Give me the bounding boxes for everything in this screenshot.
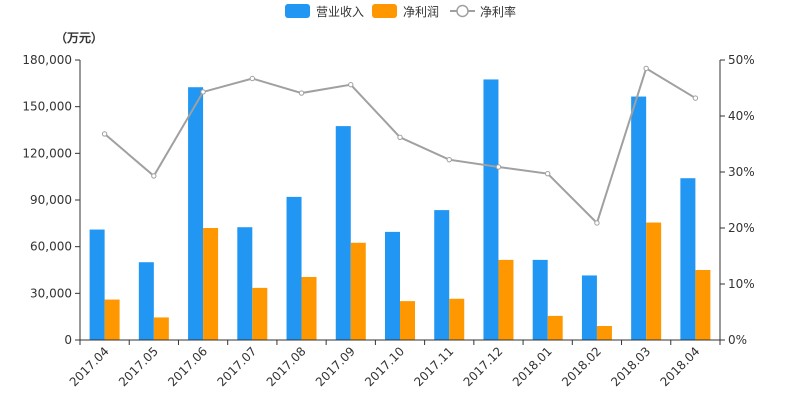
net-margin-point-2017.09[interactable]: [348, 81, 354, 88]
x-tick-label-2017.10: 2017.10: [362, 344, 407, 389]
net-margin-point-2017.07[interactable]: [249, 75, 256, 82]
x-tick-label-2017.05: 2017.05: [116, 344, 161, 389]
y-left-tick-label: 60,000: [30, 240, 72, 254]
bar-net-profit-2018.01[interactable]: [547, 315, 563, 340]
net-margin-point-2017.06[interactable]: [200, 89, 206, 95]
x-tick-label-2018.03: 2018.03: [608, 344, 653, 389]
x-tick-label-2017.08: 2017.08: [264, 344, 309, 389]
net-margin-line-layer: [101, 65, 699, 226]
legend-item-revenue[interactable]: 营业收入: [285, 4, 364, 19]
bar-revenue-2018.02[interactable]: [581, 275, 597, 340]
y-left-tick-label: 150,000: [22, 100, 72, 114]
bar-revenue-2017.11[interactable]: [434, 210, 450, 340]
x-tick-label-2018.04: 2018.04: [658, 344, 703, 389]
legend-swatch-net-margin-marker: [456, 4, 469, 18]
bar-revenue-2017.08[interactable]: [286, 196, 302, 340]
x-tick-label-2017.11: 2017.11: [411, 344, 456, 389]
legend-label-revenue: 营业收入: [316, 5, 364, 19]
bar-revenue-2018.01[interactable]: [532, 259, 548, 340]
x-tick-label-2017.09: 2017.09: [313, 344, 358, 389]
y-right-tick-label: 50%: [728, 53, 755, 67]
x-tick-label-2018.02: 2018.02: [559, 344, 604, 389]
net-margin-point-2017.10[interactable]: [397, 134, 403, 140]
x-tick-label-2017.06: 2017.06: [165, 344, 210, 389]
net-margin-point-2017.12[interactable]: [495, 164, 502, 170]
legend-label-net-profit: 净利润: [403, 5, 439, 19]
x-tick-label-2017.04: 2017.04: [67, 344, 112, 389]
y-right-tick-label: 10%: [728, 277, 755, 291]
bars-layer: [89, 79, 711, 340]
legend-item-net-profit[interactable]: 净利润: [372, 4, 439, 19]
bar-revenue-2017.10[interactable]: [385, 231, 400, 340]
bar-net-profit-2017.04[interactable]: [104, 299, 120, 340]
bar-revenue-2018.03[interactable]: [631, 96, 647, 340]
legend-label-net-margin: 净利率: [480, 4, 516, 19]
y-left-unit-label: （万元）: [55, 30, 103, 45]
net-margin-point-2018.04[interactable]: [692, 95, 699, 101]
y-left-tick-label: 0: [64, 333, 72, 347]
bar-revenue-2017.06[interactable]: [188, 87, 204, 340]
x-tick-label-2017.12: 2017.12: [461, 344, 506, 389]
bar-net-profit-2017.12[interactable]: [498, 259, 514, 340]
y-left-tick-label: 120,000: [22, 146, 72, 160]
bar-net-profit-2017.11[interactable]: [449, 298, 465, 340]
bar-revenue-2017.07[interactable]: [237, 227, 253, 340]
bar-revenue-2018.04[interactable]: [680, 178, 696, 340]
bar-revenue-2017.04[interactable]: [89, 229, 105, 340]
y-left-tick-label: 90,000: [30, 193, 72, 207]
bar-net-profit-2018.02[interactable]: [596, 326, 612, 340]
bar-net-profit-2017.05[interactable]: [153, 317, 169, 340]
bar-net-profit-2017.09[interactable]: [350, 242, 366, 340]
legend[interactable]: 营业收入 净利润 净利率: [285, 4, 516, 19]
bar-revenue-2017.05[interactable]: [138, 262, 154, 340]
y-right-tick-label: 20%: [728, 221, 755, 235]
net-margin-point-2017.05[interactable]: [151, 173, 157, 179]
bar-net-profit-2018.03[interactable]: [646, 222, 662, 340]
bar-net-profit-2018.04[interactable]: [695, 270, 711, 340]
net-margin-point-2017.08[interactable]: [298, 90, 305, 96]
net-margin-point-2017.04[interactable]: [101, 131, 108, 137]
legend-item-net-margin[interactable]: 净利率: [450, 4, 516, 19]
bar-net-profit-2017.06[interactable]: [203, 228, 219, 340]
bar-net-profit-2017.08[interactable]: [301, 277, 317, 340]
net-margin-point-2018.03[interactable]: [643, 65, 649, 72]
y-right-tick-label: 40%: [728, 109, 755, 123]
legend-swatch-revenue: [285, 4, 310, 18]
y-right-tick-label: 0%: [728, 333, 747, 347]
net-margin-point-2017.11[interactable]: [446, 156, 452, 163]
y-left-tick-label: 30,000: [30, 286, 72, 300]
bar-net-profit-2017.07[interactable]: [252, 287, 268, 340]
bar-net-profit-2017.10[interactable]: [400, 301, 415, 340]
x-tick-label-2018.01: 2018.01: [510, 344, 555, 389]
net-margin-point-2018.01[interactable]: [544, 170, 551, 177]
x-tick-label-2017.07: 2017.07: [214, 344, 259, 389]
y-right-tick-label: 30%: [728, 165, 755, 179]
net-margin-point-2018.02[interactable]: [594, 220, 600, 226]
legend-swatch-net-profit: [372, 4, 397, 18]
y-left-tick-label: 180,000: [22, 53, 72, 67]
bar-revenue-2017.12[interactable]: [483, 79, 499, 340]
bar-revenue-2017.09[interactable]: [335, 126, 351, 340]
